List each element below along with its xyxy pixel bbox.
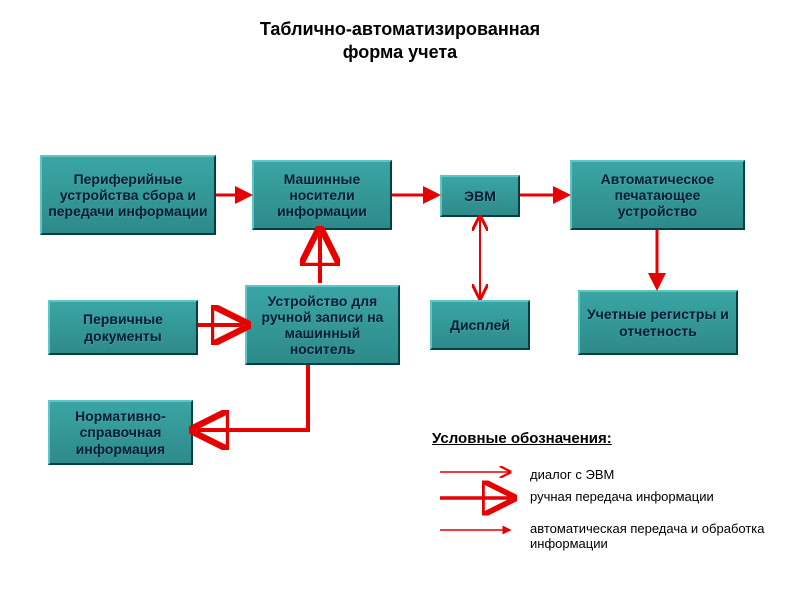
node-label: Дисплей [450,317,510,333]
node-label: Нормативно-справочная информация [56,408,185,456]
node-label: ЭВМ [464,188,496,204]
legend-item-manual: ручная передача информации [530,490,770,505]
node-label: Учетные регистры и отчетность [586,306,730,338]
node-machine-media: Машинные носители информации [252,160,392,230]
legend-item-dialog: диалог с ЭВМ [530,468,770,483]
legend-item-auto: автоматическая передача и обработка инфо… [530,522,770,552]
node-label: Периферийные устройства сбора и передачи… [48,171,208,219]
node-printer: Автоматическое печатающее устройство [570,160,745,230]
node-label: Машинные носители информации [260,171,384,219]
node-primary-docs: Первичные документы [48,300,198,355]
node-normative: Нормативно-справочная информация [48,400,193,465]
node-display: Дисплей [430,300,530,350]
node-label: Автоматическое печатающее устройство [578,171,737,219]
node-registers: Учетные регистры и отчетность [578,290,738,355]
diagram-title: Таблично-автоматизированнаяформа учета [150,18,650,65]
node-label: Устройство для ручной записи на машинный… [253,293,392,357]
node-evm: ЭВМ [440,175,520,217]
node-label: Первичные документы [56,311,190,343]
node-manual-record: Устройство для ручной записи на машинный… [245,285,400,365]
node-peripheral: Периферийные устройства сбора и передачи… [40,155,216,235]
legend-title: Условные обозначения: [432,430,612,447]
